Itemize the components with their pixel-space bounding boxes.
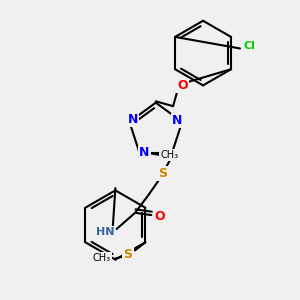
Text: CH₃: CH₃ [160,150,178,160]
Text: Cl: Cl [243,41,255,51]
Text: O: O [177,79,188,92]
Text: S: S [124,248,133,262]
Text: N: N [172,114,183,127]
Text: O: O [154,210,165,223]
Text: S: S [158,167,167,180]
Text: N: N [128,113,138,126]
Text: N: N [139,146,149,159]
Text: HN: HN [96,227,114,237]
Text: CH₃: CH₃ [92,254,111,263]
